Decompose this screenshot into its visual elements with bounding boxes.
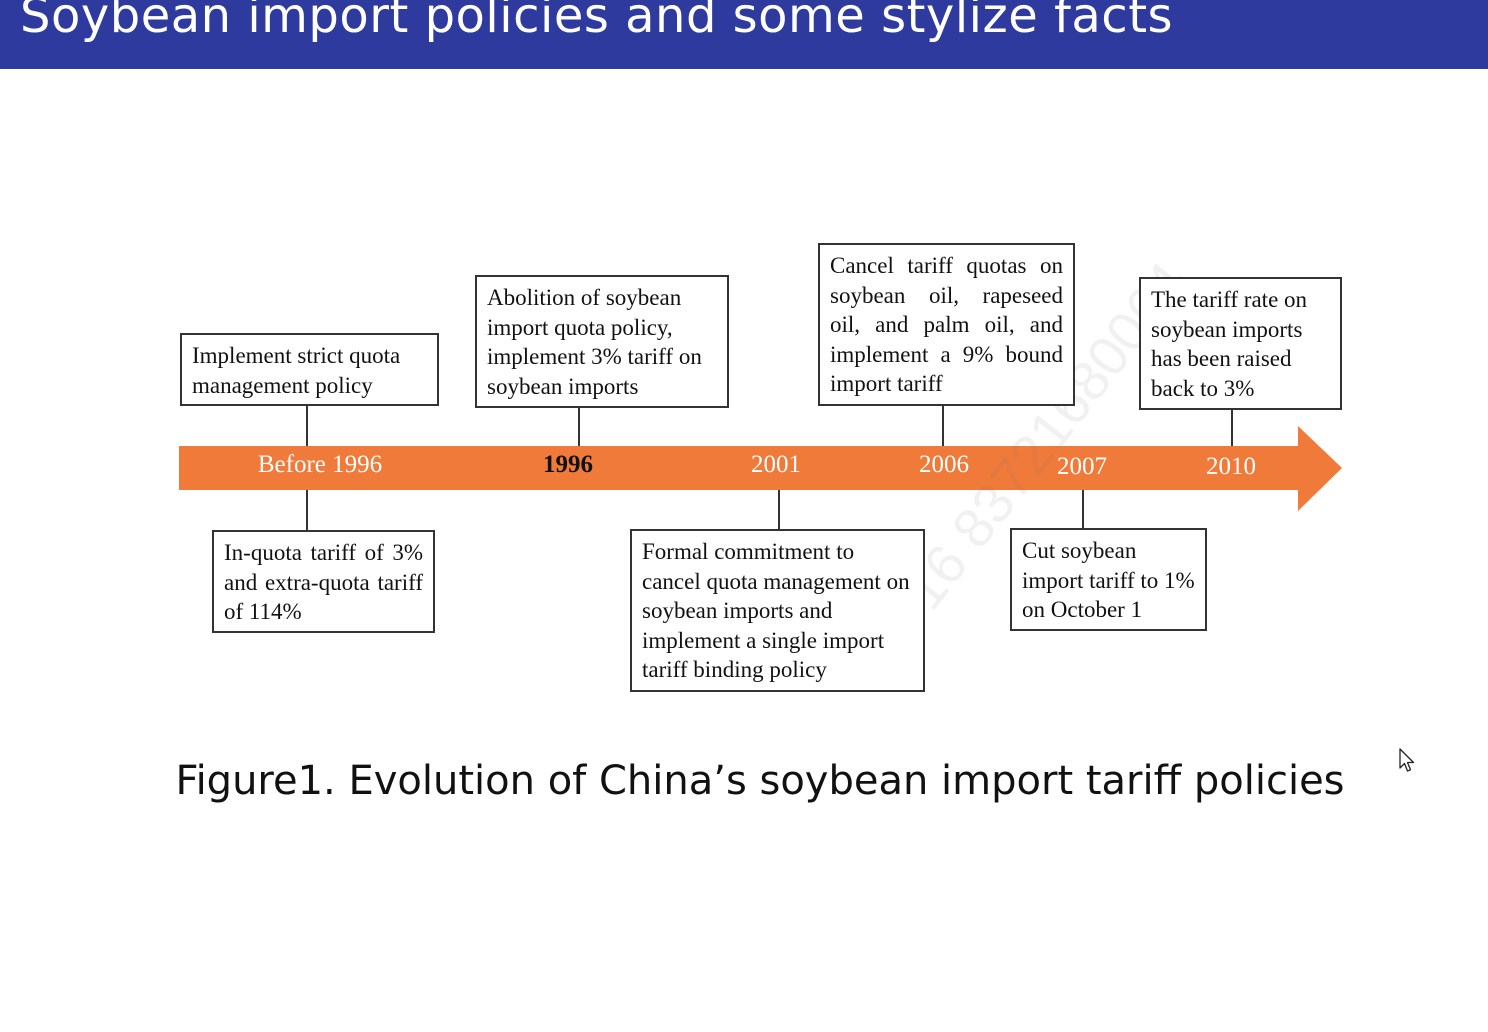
event-box: Implement strict quota management policy [180, 333, 439, 406]
mouse-pointer-icon [1399, 748, 1415, 772]
event-box: Cancel tariff quotas on soybean oil, rap… [818, 243, 1075, 406]
event-box: Cut soybean import tariff to 1% on Octob… [1010, 528, 1207, 631]
event-box: Formal commitment to cancel quota manage… [630, 529, 925, 692]
year-label: 2010 [1206, 453, 1256, 480]
year-label: Before 1996 [257, 451, 383, 478]
title-bar: Soybean import policies and some stylize… [0, 0, 1488, 69]
year-label: 2001 [751, 451, 801, 478]
year-label: 2006 [919, 451, 969, 478]
event-box: In-quota tariff of 3% and extra-quota ta… [212, 530, 435, 633]
year-label: 1996 [543, 451, 593, 478]
figure-caption: Figure1. Evolution of China’s soybean im… [175, 758, 1345, 804]
slide-title: Soybean import policies and some stylize… [20, 0, 1174, 44]
timeline-arrow [179, 426, 1342, 511]
event-box: Abolition of soybean import quota policy… [475, 275, 729, 408]
year-label: 2007 [1057, 453, 1107, 480]
event-box: The tariff rate on soybean imports has b… [1139, 277, 1342, 410]
